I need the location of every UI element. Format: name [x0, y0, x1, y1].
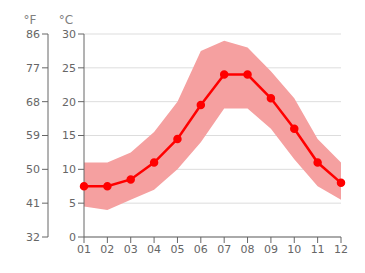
svg-text:03: 03 [124, 243, 138, 256]
svg-text:32: 32 [26, 231, 40, 244]
svg-text:20: 20 [62, 96, 76, 109]
svg-text:77: 77 [26, 62, 40, 75]
svg-text:15: 15 [62, 129, 76, 142]
svg-text:41: 41 [26, 197, 40, 210]
svg-text:50: 50 [26, 163, 40, 176]
svg-text:07: 07 [217, 243, 231, 256]
svg-text:25: 25 [62, 62, 76, 75]
svg-text:68: 68 [26, 96, 40, 109]
svg-text:12: 12 [334, 243, 348, 256]
svg-text:30: 30 [62, 28, 76, 41]
svg-text:10: 10 [287, 243, 301, 256]
svg-text:5: 5 [69, 197, 76, 210]
svg-text:°F: °F [24, 13, 37, 27]
svg-text:02: 02 [100, 243, 114, 256]
svg-text:04: 04 [147, 243, 161, 256]
svg-text:10: 10 [62, 163, 76, 176]
svg-text:08: 08 [241, 243, 255, 256]
svg-text:05: 05 [170, 243, 184, 256]
svg-text:0: 0 [69, 231, 76, 244]
svg-text:°C: °C [59, 13, 73, 27]
svg-text:59: 59 [26, 129, 40, 142]
svg-text:06: 06 [194, 243, 208, 256]
svg-text:86: 86 [26, 28, 40, 41]
svg-text:11: 11 [311, 243, 325, 256]
svg-text:09: 09 [264, 243, 278, 256]
svg-text:01: 01 [77, 243, 91, 256]
